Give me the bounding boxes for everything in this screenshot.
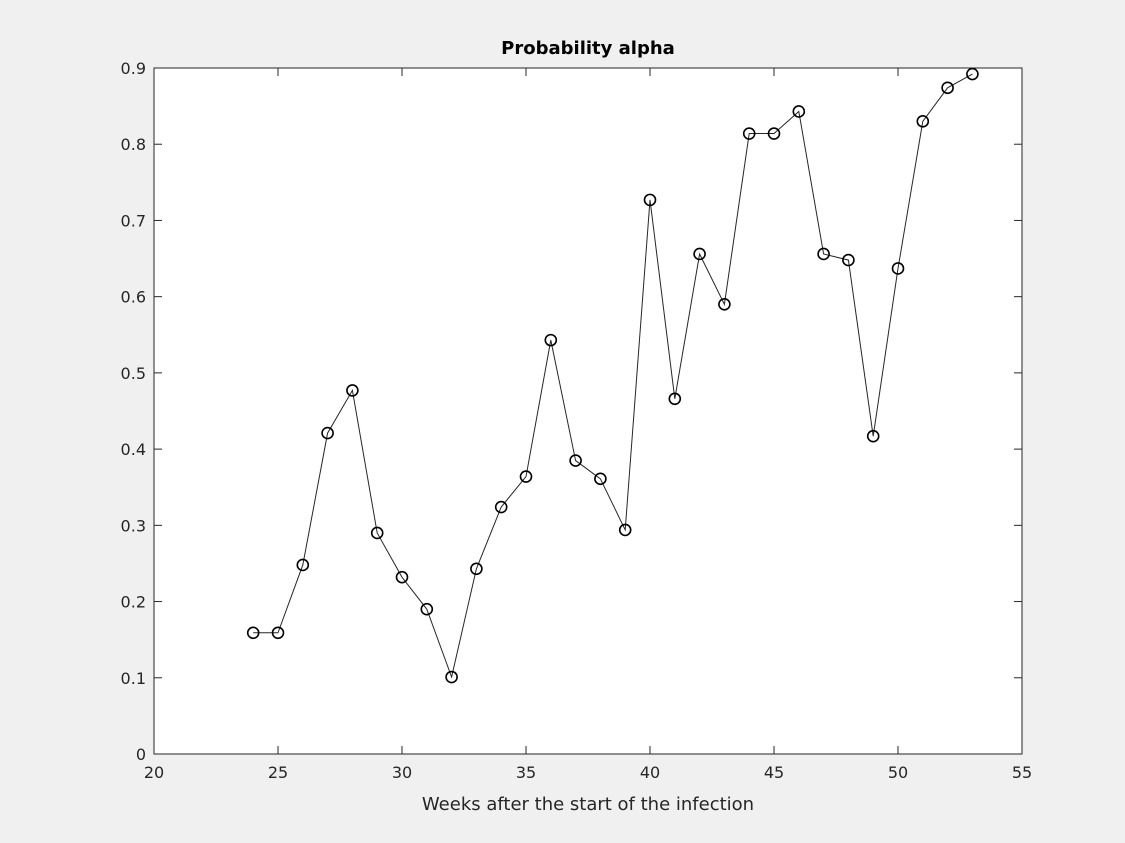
data-point	[346, 384, 359, 397]
chart-title: Probability alpha	[501, 38, 675, 59]
data-point	[767, 127, 781, 140]
x-axis-label: Weeks after the start of the infection	[422, 794, 754, 815]
x-tick-label: 25	[268, 763, 288, 782]
data-point	[693, 247, 706, 261]
data-point	[445, 670, 458, 684]
data-point	[643, 193, 657, 207]
data-point	[544, 333, 558, 347]
axes-box	[153, 67, 1023, 755]
data-point	[842, 253, 855, 267]
y-tick-label: 0.8	[121, 135, 146, 154]
data-point	[494, 500, 508, 514]
x-tick-label: 20	[144, 763, 164, 782]
data-point	[569, 454, 582, 467]
data-point	[941, 81, 954, 95]
x-tick-label: 55	[1012, 763, 1032, 782]
plot-area	[154, 68, 1022, 754]
data-point	[370, 526, 384, 540]
data-point	[395, 570, 409, 584]
data-point	[718, 297, 731, 311]
y-tick-label: 0.7	[121, 211, 146, 230]
data-point	[321, 426, 334, 440]
series-layer	[246, 67, 979, 684]
data-point	[296, 558, 310, 572]
data-point	[742, 127, 756, 140]
data-point	[668, 392, 682, 406]
y-tick-label: 0	[136, 745, 146, 764]
x-tick-label: 50	[888, 763, 908, 782]
y-tick-label: 0.9	[121, 59, 146, 78]
data-point	[470, 562, 483, 576]
y-tick-label: 0.5	[121, 364, 146, 383]
data-point	[792, 105, 806, 118]
data-point	[420, 602, 434, 616]
data-point	[618, 523, 632, 537]
data-point	[817, 247, 830, 261]
x-tick-label: 45	[764, 763, 784, 782]
x-tick-label: 40	[640, 763, 660, 782]
data-point	[891, 262, 905, 275]
data-point	[519, 470, 533, 483]
series-line	[253, 73, 973, 679]
y-tick-label: 0.3	[121, 516, 146, 535]
x-tick-label: 30	[392, 763, 412, 782]
x-tick-labels: 20 25 30 35 40 45 50 55	[144, 763, 1032, 782]
y-tick-label: 0.1	[121, 669, 146, 688]
data-point	[271, 626, 285, 640]
data-point	[594, 472, 607, 486]
y-tick-label: 0.6	[121, 288, 146, 307]
y-tick-label: 0.4	[121, 440, 146, 459]
x-tick-label: 35	[516, 763, 536, 782]
y-tick-labels: 0 0.1 0.2 0.3 0.4 0.5 0.6 0.7 0.8 0.9	[121, 59, 146, 764]
data-point	[916, 115, 930, 128]
data-point	[246, 626, 260, 640]
data-point	[966, 67, 979, 81]
y-tick-label: 0.2	[121, 593, 146, 612]
data-point	[866, 429, 880, 443]
